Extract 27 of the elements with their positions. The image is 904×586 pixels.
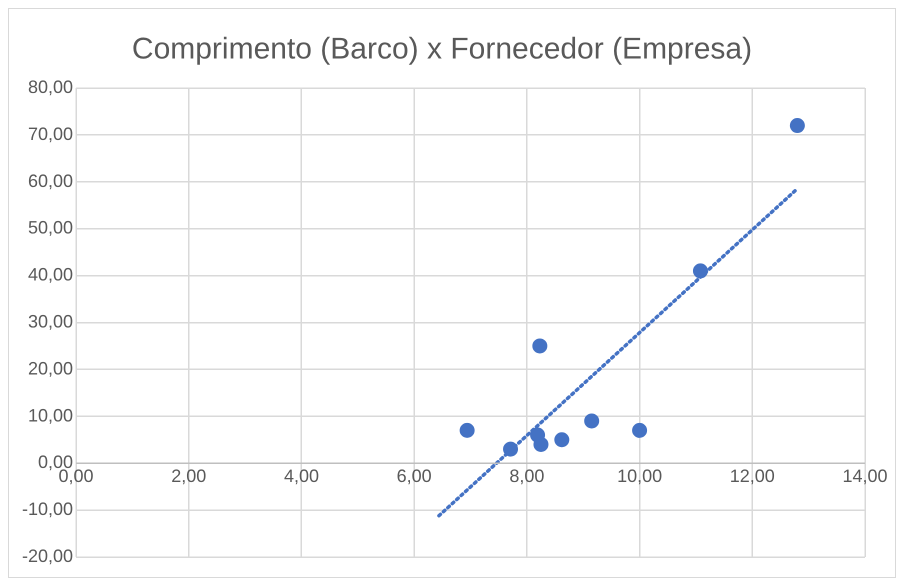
y-tick-label: 20,00 [28, 358, 74, 378]
y-tick-label: 80,00 [28, 76, 74, 97]
y-tick-label: 50,00 [28, 218, 74, 238]
y-tick-label: -20,00 [22, 546, 74, 566]
point [632, 422, 648, 438]
point [503, 442, 518, 457]
x-tick-label: 2,00 [171, 466, 206, 486]
point [692, 263, 708, 278]
y-tick-label: -10,00 [22, 499, 74, 520]
point [532, 338, 548, 354]
x-tick-label: 10,00 [617, 466, 662, 486]
point [533, 436, 548, 452]
point [460, 422, 475, 438]
x-tick-label: 6,00 [396, 466, 432, 486]
y-tick-label: 40,00 [28, 264, 74, 285]
x-tick-label: 12,00 [730, 466, 775, 486]
chart-title: Comprimento (Barco) x Fornecedor (Empresa) [132, 32, 752, 66]
y-tick-label: 10,00 [28, 405, 74, 426]
point [584, 413, 600, 428]
x-tick-label: 4,00 [284, 466, 319, 486]
x-tick-label: 8,00 [509, 466, 544, 486]
y-tick-label: 70,00 [28, 124, 74, 144]
x-tick-label: 14,00 [842, 466, 888, 486]
y-tick-label: 60,00 [28, 170, 74, 191]
point [554, 432, 570, 448]
y-tick-label: 30,00 [28, 311, 74, 332]
point [790, 118, 805, 134]
